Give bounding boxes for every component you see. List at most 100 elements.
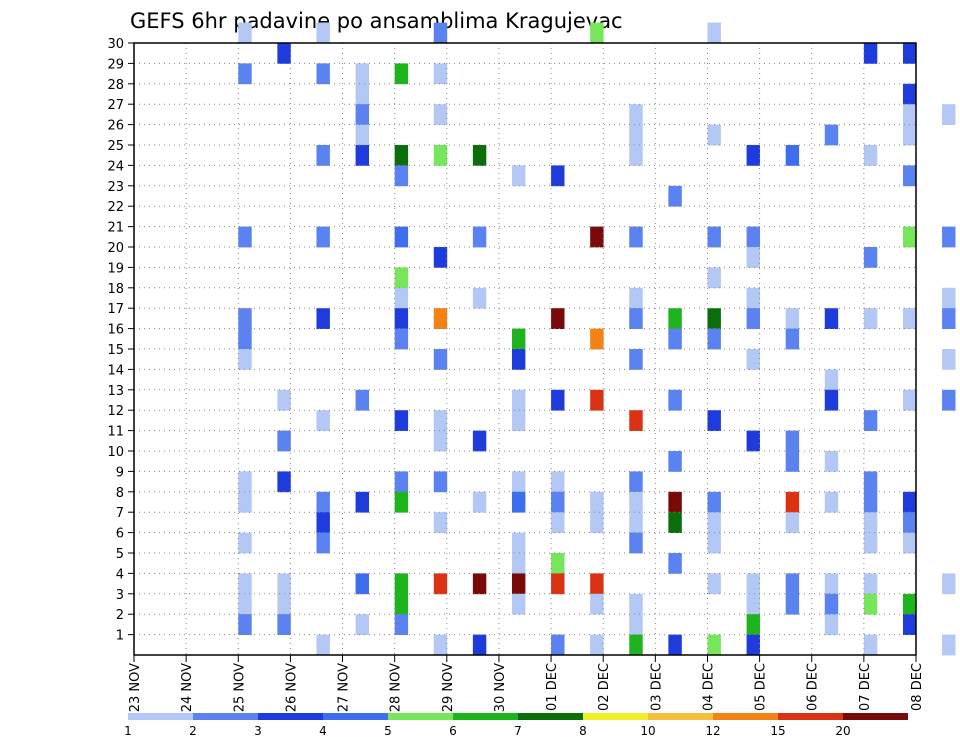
precip-cell [668,328,682,350]
precip-cell [277,389,291,411]
precip-cell [355,614,369,635]
precip-cell [629,145,643,166]
precip-cell [629,124,643,146]
precip-cell [590,328,604,350]
legend-swatch [713,713,778,720]
y-tick-label: 2 [116,608,124,623]
precip-cell [942,104,956,125]
y-tick-label: 24 [107,159,124,174]
y-tick-label: 19 [107,261,124,276]
precip-cell [942,573,956,595]
precip-cell [433,247,448,268]
precip-cell [863,410,878,431]
legend-threshold-label: 5 [384,724,392,738]
precip-cell [238,614,252,635]
precip-cell [629,308,643,329]
precip-cell [472,145,487,166]
legend-threshold-label: 15 [770,724,785,738]
precip-cell [590,491,604,513]
precip-cell [472,226,487,248]
precip-cell [551,308,565,329]
precip-cell [590,634,604,656]
precip-cell [355,491,369,513]
x-tick-label: 02 DEC [597,663,612,711]
precip-cell [942,287,956,309]
precip-cell [629,349,643,370]
precip-cell [590,573,604,595]
precip-cell [629,410,643,431]
legend-swatch [648,713,713,720]
precip-cell [551,389,565,411]
precip-cell [902,614,917,635]
precip-cell [707,634,721,656]
precip-cell [629,226,643,248]
legend-threshold-label: 1 [124,724,132,738]
precip-cell [746,430,760,452]
precip-cell [394,165,409,187]
y-tick-label: 29 [107,57,124,72]
precip-cell [629,491,643,513]
precip-cell [277,430,291,452]
precip-cell [942,634,956,656]
precip-cell [746,593,760,615]
y-tick-label: 7 [116,506,124,521]
legend-threshold-label: 12 [705,724,720,738]
legend-threshold-label: 2 [189,724,197,738]
precip-cell [433,349,448,370]
precip-cell [238,349,252,370]
precip-cell [902,532,917,554]
precip-cell [277,593,291,615]
precip-cell [863,145,878,166]
legend-swatch [193,713,258,720]
x-axis-ticks: 23 NOV 24 NOV 25 NOV 26 NOV 27 NOV 28 NOV 29 N… [128,655,925,712]
precip-cell [551,491,565,513]
precip-cell [902,43,917,64]
precip-cell [433,634,448,656]
precip-cell [551,512,565,533]
precip-cell [863,247,878,268]
precip-cell [668,451,682,472]
y-tick-label: 1 [116,629,124,644]
precip-cell [863,593,878,615]
precip-cell [433,512,448,533]
precip-cell [511,553,526,574]
y-tick-label: 3 [116,588,124,603]
precip-cell [902,512,917,533]
precip-cell [824,308,839,329]
precip-cell [316,308,330,329]
legend-swatch [778,713,843,720]
precip-cell [746,573,760,595]
y-tick-label: 10 [107,445,124,460]
precip-cell [511,410,526,431]
precip-cell [394,593,409,615]
precip-cell [590,22,604,44]
precip-cell [238,471,252,493]
y-tick-label: 17 [107,302,124,317]
precip-legend: 1 2 3 4 5 6 7 8 10 12 15 20 [124,713,908,738]
legend-swatch [323,713,388,720]
precip-cell [316,410,330,431]
legend-swatch [843,713,908,720]
precip-cell [785,308,800,329]
legend-swatch [258,713,323,720]
precip-cell [316,145,330,166]
precip-cell [746,308,760,329]
y-tick-label: 13 [107,384,124,399]
precip-cell [824,614,839,635]
y-tick-label: 12 [107,404,124,419]
legend-swatch [453,713,518,720]
precip-cell [746,634,760,656]
precip-cell [511,328,526,350]
precip-cell [707,410,721,431]
x-tick-label: 06 DEC [806,663,821,711]
y-tick-label: 25 [107,139,124,154]
precip-cell [511,349,526,370]
precip-cell [355,124,369,146]
y-axis-ticks: 1234567891011121314151617181920212223242… [107,37,134,644]
precip-cell [355,145,369,166]
precip-cell [707,226,721,248]
precip-cell [902,83,917,105]
x-tick-label: 27 NOV [337,663,352,712]
x-tick-label: 24 NOV [180,663,195,712]
precip-cell [277,614,291,635]
